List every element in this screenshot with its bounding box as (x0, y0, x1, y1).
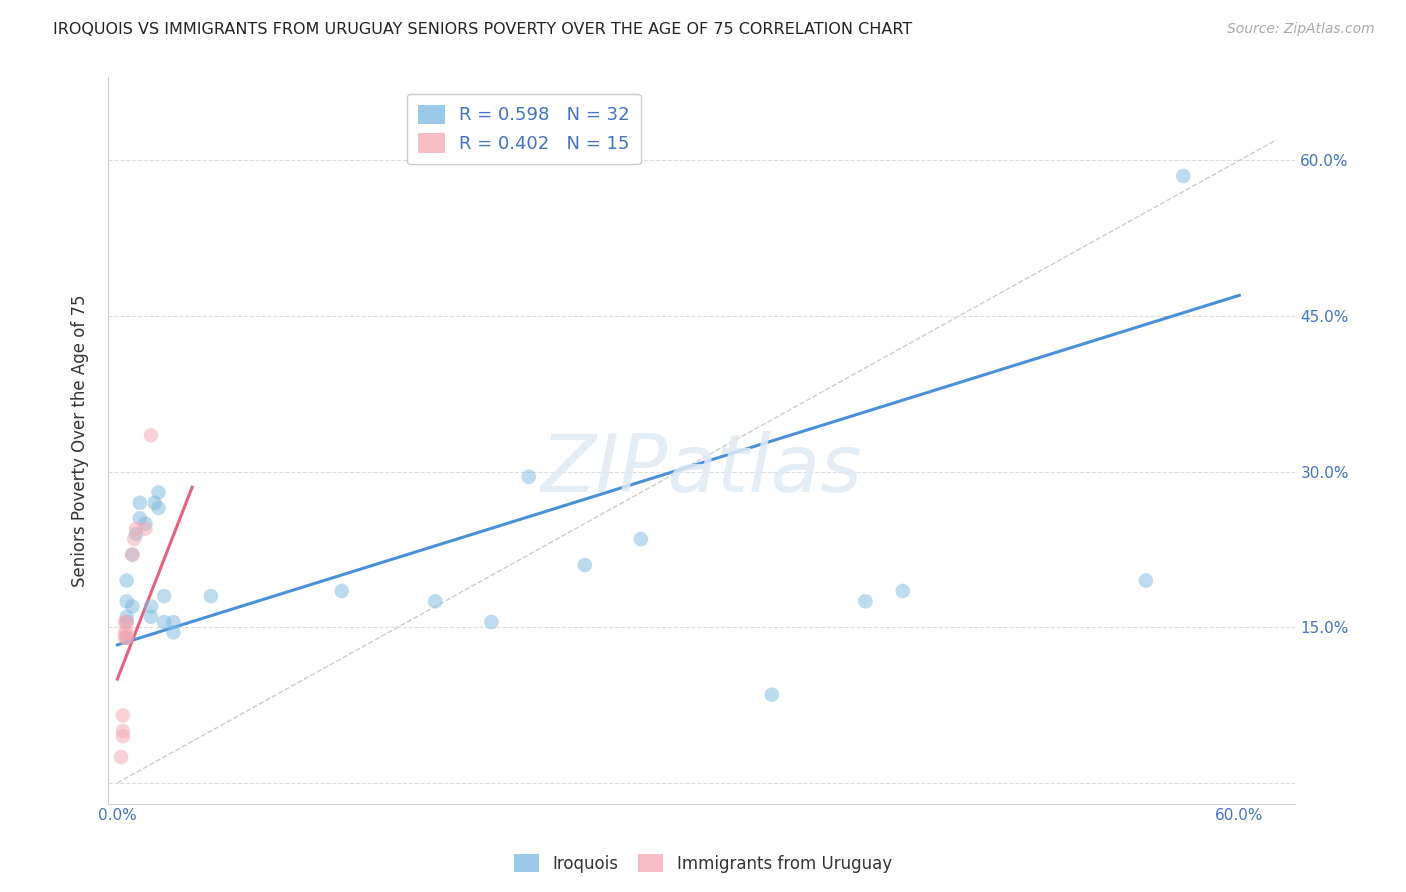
Point (139, 599, 162, 614)
Point (134, 516, 156, 531)
Point (115, 574, 138, 588)
Point (162, 625, 184, 640)
Point (139, 610, 162, 624)
Point (330, 584, 353, 599)
Point (121, 599, 143, 614)
Point (1135, 574, 1157, 588)
Text: IROQUOIS VS IMMIGRANTS FROM URUGUAY SENIORS POVERTY OVER THE AGE OF 75 CORRELATI: IROQUOIS VS IMMIGRANTS FROM URUGUAY SENI… (53, 22, 912, 37)
Point (128, 496, 150, 510)
Point (162, 615, 184, 629)
Y-axis label: Seniors Poverty Over the Age of 75: Seniors Poverty Over the Age of 75 (72, 294, 89, 587)
Point (111, 724, 134, 739)
Point (761, 688, 783, 702)
Point (517, 470, 540, 484)
Point (125, 527, 148, 541)
Point (153, 589, 176, 603)
Point (200, 589, 222, 603)
Point (114, 631, 136, 645)
Point (891, 584, 914, 599)
Point (121, 548, 143, 562)
Point (153, 615, 176, 629)
Point (115, 615, 138, 629)
Point (115, 594, 138, 608)
Point (115, 615, 138, 629)
Point (111, 708, 134, 723)
Point (115, 631, 138, 645)
Point (574, 558, 596, 572)
Point (115, 631, 138, 645)
Point (115, 610, 138, 624)
Point (139, 428, 162, 442)
Point (125, 522, 148, 536)
Point (122, 532, 145, 546)
Point (853, 594, 876, 608)
Point (479, 615, 502, 629)
Point (143, 496, 166, 510)
Text: Source: ZipAtlas.com: Source: ZipAtlas.com (1227, 22, 1375, 37)
Point (425, 594, 447, 608)
Point (111, 729, 134, 743)
Point (115, 625, 138, 640)
Point (1173, 169, 1195, 183)
Point (114, 625, 136, 640)
Point (114, 615, 136, 629)
Point (121, 548, 143, 562)
Point (148, 500, 170, 515)
Legend: R = 0.598   N = 32, R = 0.402   N = 15: R = 0.598 N = 32, R = 0.402 N = 15 (406, 94, 641, 164)
Point (110, 750, 132, 764)
Point (128, 511, 150, 525)
Point (134, 522, 156, 536)
Point (630, 532, 652, 546)
Legend: Iroquois, Immigrants from Uruguay: Iroquois, Immigrants from Uruguay (508, 847, 898, 880)
Text: ZIPatlas: ZIPatlas (541, 431, 863, 508)
Point (148, 485, 170, 500)
